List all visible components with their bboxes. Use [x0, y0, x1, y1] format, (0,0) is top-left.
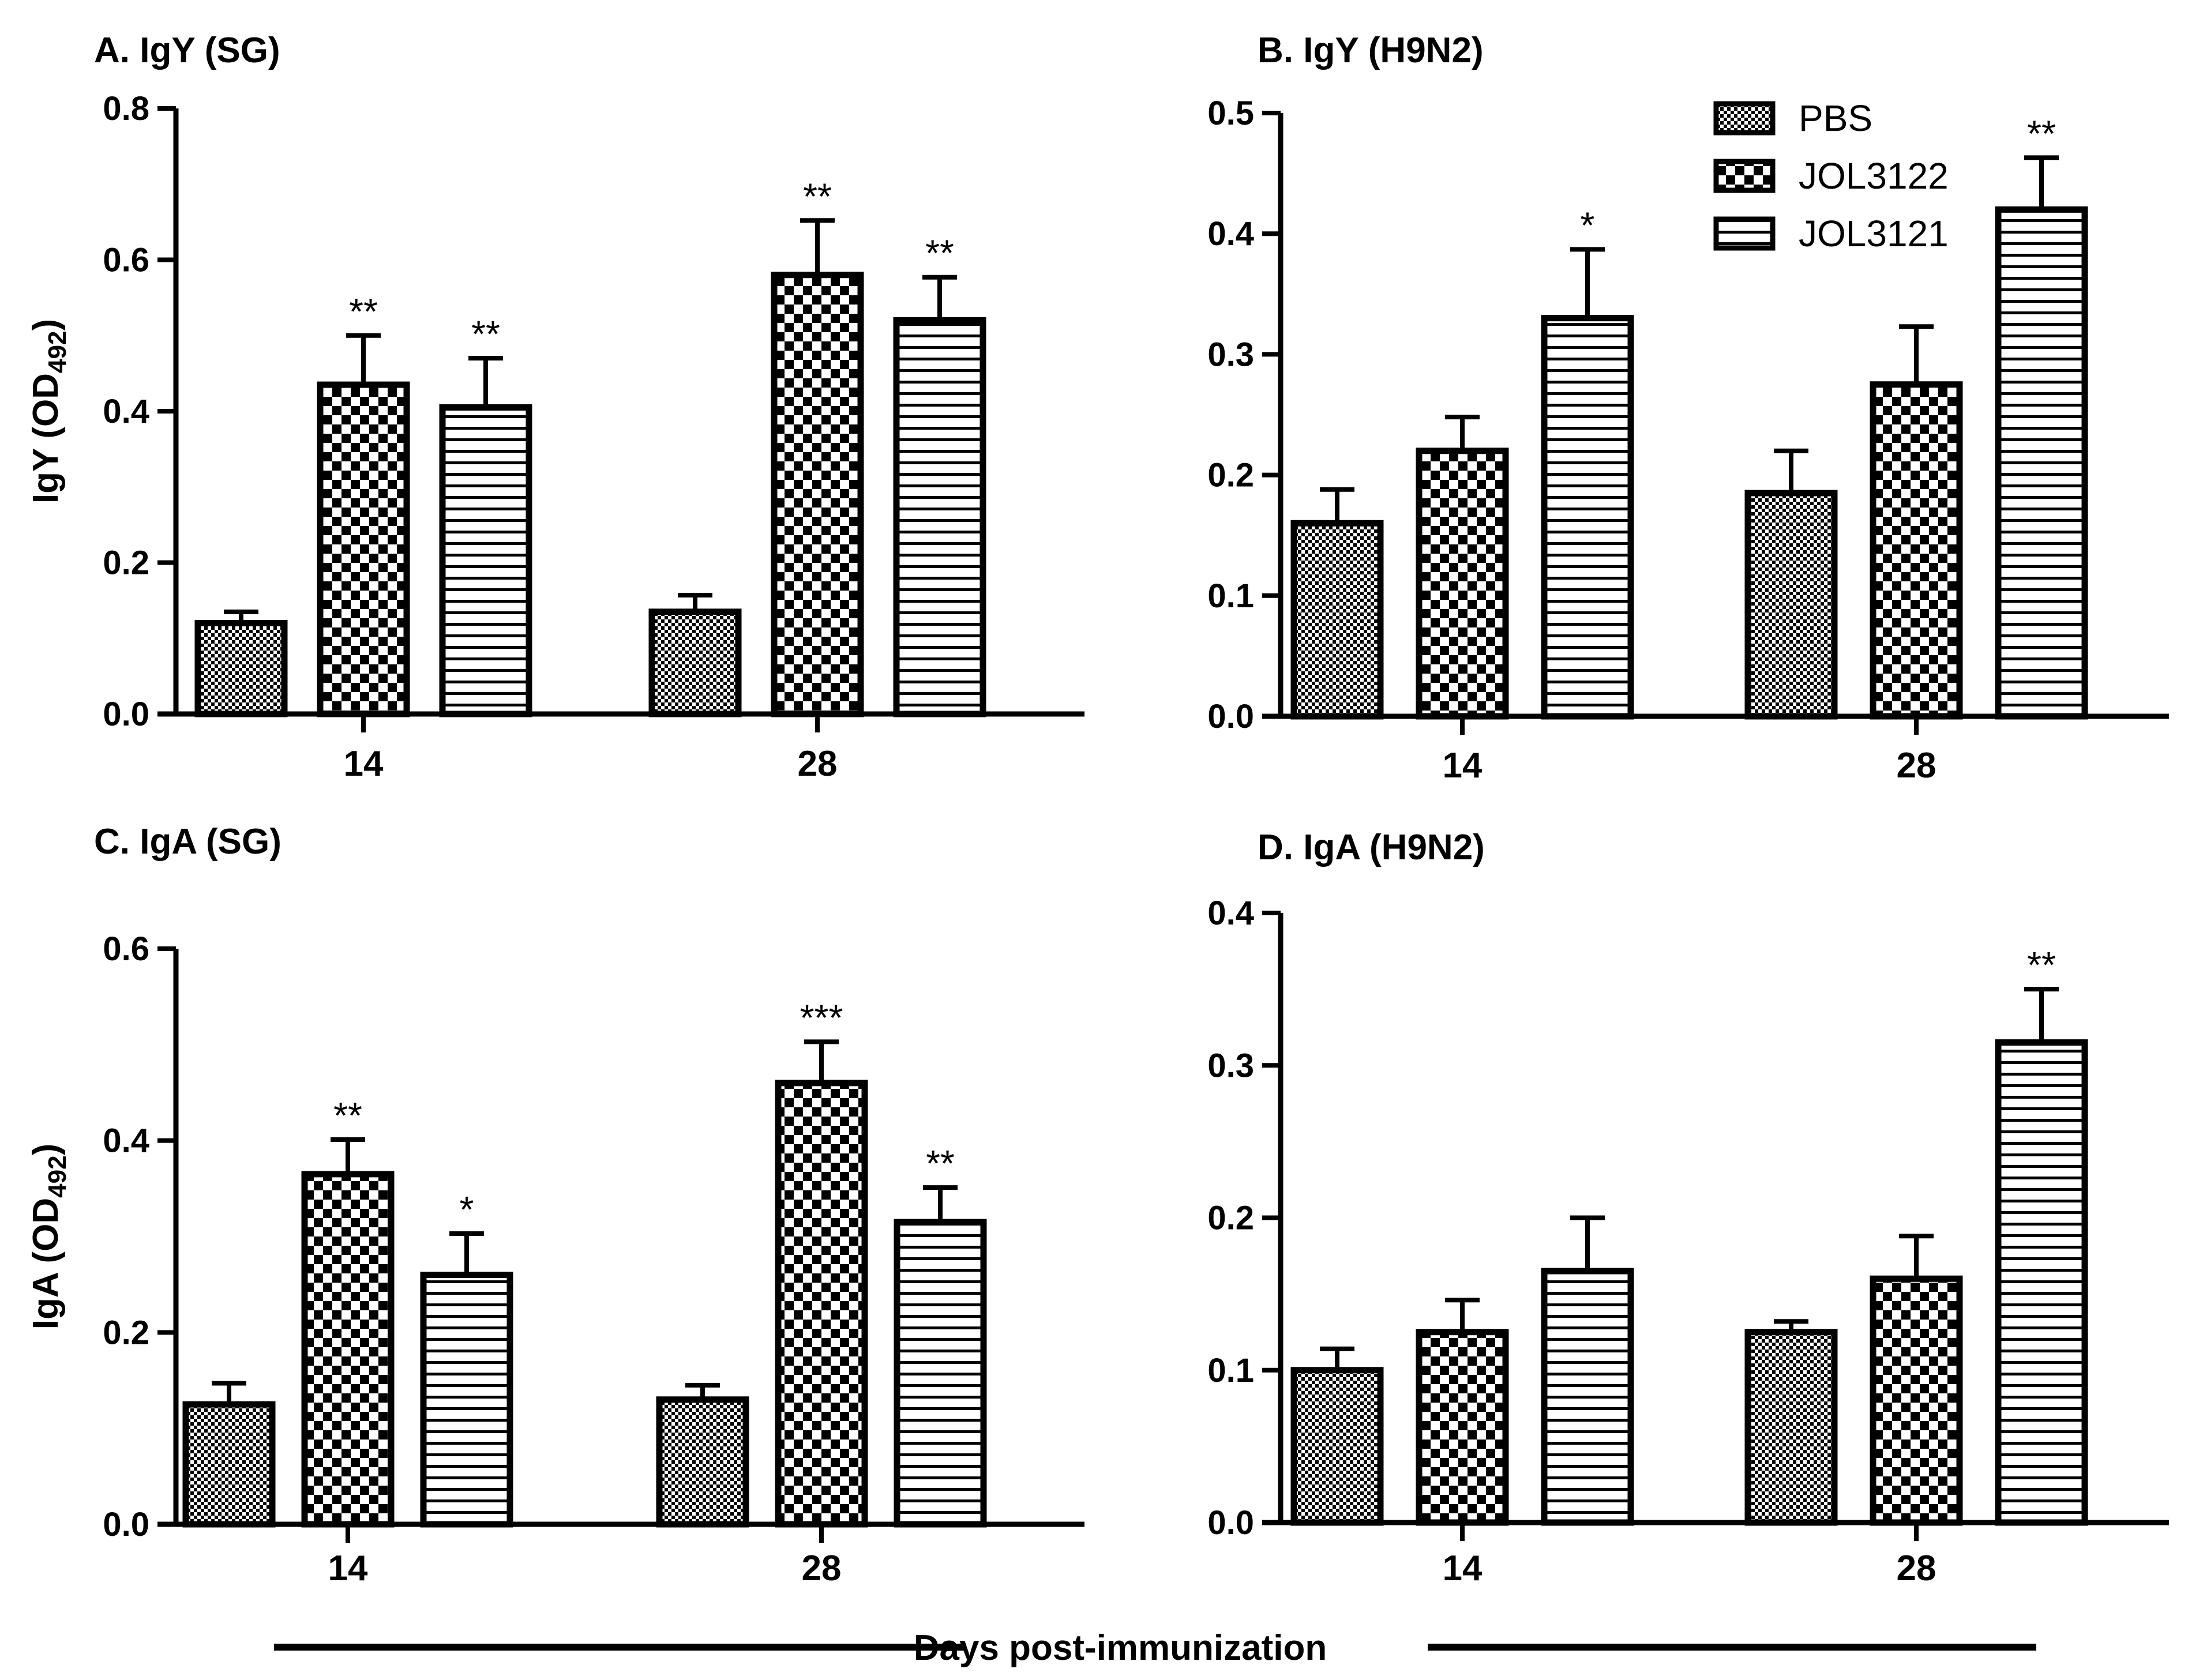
y-axis-label-subscript: 492	[43, 1155, 72, 1197]
x-category-label: 14	[344, 744, 384, 784]
bar	[656, 1396, 749, 1528]
y-tick-label: 0.3	[1207, 336, 1254, 373]
y-tick-label: 0.6	[103, 930, 149, 968]
panel-title: A. IgY (SG)	[94, 31, 280, 70]
y-tick-label: 0.5	[1207, 95, 1254, 132]
legend-swatch	[1713, 159, 1776, 193]
panel-title: D. IgA (H9N2)	[1258, 828, 1485, 867]
legend: PBS JOL3122 JOL3121	[1713, 97, 1949, 254]
panel-a-igy-sg: A. IgY (SG) 0.0 0.2 0.4 0.6 0.8 14 28 ** ** ** ** Ig…	[26, 31, 1084, 784]
y-tick-label: 0.4	[103, 1122, 149, 1160]
bar	[1416, 448, 1509, 720]
y-tick-label: 0.3	[1207, 1047, 1254, 1084]
x-category-label: 14	[1443, 1549, 1483, 1588]
legend-label: JOL3122	[1799, 155, 1949, 197]
legend-swatch	[1713, 216, 1776, 251]
panel-b-igy-h9n2: B. IgY (H9N2)0.00.10.20.30.40.514 28***	[1207, 31, 2169, 785]
bar	[775, 1080, 868, 1528]
y-tick-label: 0.0	[103, 1506, 149, 1543]
bar	[1870, 381, 1963, 720]
y-tick-label: 0.4	[103, 393, 149, 430]
y-axis-label: IgA (OD492)	[26, 1144, 72, 1330]
bar	[1870, 1275, 1963, 1526]
significance-mark: **	[349, 291, 378, 332]
bar	[182, 1401, 276, 1528]
bar	[420, 1272, 513, 1528]
y-axis-label-main: IgA (OD	[26, 1198, 66, 1329]
significance-mark: **	[471, 313, 500, 355]
significance-mark: *	[1581, 204, 1595, 246]
bar	[771, 272, 864, 717]
y-axis-label-subscript: 492	[43, 331, 72, 373]
y-tick-label: 0.4	[1207, 895, 1254, 932]
y-tick-label: 0.0	[1207, 1504, 1254, 1542]
panel-title: B. IgY (H9N2)	[1258, 31, 1484, 70]
significance-mark: **	[803, 175, 832, 217]
y-tick-label: 0.6	[103, 242, 149, 279]
bar	[439, 404, 532, 717]
y-tick-label: 0.2	[103, 1314, 149, 1351]
significance-mark: **	[925, 232, 954, 274]
y-axis-label-main: IgY (OD	[26, 373, 66, 503]
bar	[194, 620, 288, 717]
footer-xlabel: Days post-immunization	[914, 1628, 1327, 1668]
panel-d-iga-h9n2: D. IgA (H9N2) 0.0 0.1 0.2 0.3 0.4 14 28 **	[1207, 828, 2169, 1588]
y-axis-label-close: )	[26, 1144, 66, 1156]
significance-mark: ***	[800, 997, 843, 1038]
x-category-label: 28	[802, 1549, 842, 1588]
y-tick-label: 0.0	[1207, 698, 1254, 735]
bar	[1290, 1367, 1384, 1526]
panel-c-iga-sg: C. IgA (SG)0.00.20.40.614 28********IgA (…	[26, 822, 1084, 1588]
bar	[1290, 520, 1384, 720]
x-category-label: 28	[1897, 746, 1936, 785]
bar	[1995, 206, 2088, 720]
bar	[648, 608, 742, 717]
y-tick-label: 0.0	[103, 696, 149, 733]
bar	[1995, 1039, 2088, 1526]
x-category-label: 14	[328, 1549, 368, 1588]
significance-mark: **	[926, 1142, 955, 1184]
y-tick-label: 0.1	[1207, 1352, 1254, 1389]
y-tick-label: 0.8	[103, 90, 149, 127]
legend-swatch	[1713, 101, 1776, 136]
significance-mark: *	[460, 1189, 474, 1230]
legend-label: JOL3121	[1799, 213, 1949, 254]
y-tick-label: 0.2	[1207, 1200, 1254, 1237]
panel-title: C. IgA (SG)	[94, 822, 282, 862]
y-tick-label: 0.2	[103, 544, 149, 582]
y-tick-label: 0.4	[1207, 215, 1254, 253]
bar	[1744, 490, 1838, 720]
x-category-label: 28	[1897, 1549, 1936, 1588]
bar	[1541, 315, 1634, 720]
bar	[1541, 1268, 1634, 1526]
legend-label: PBS	[1799, 97, 1872, 139]
bar	[894, 1219, 987, 1528]
significance-mark: **	[333, 1095, 362, 1136]
bar	[893, 317, 986, 717]
significance-mark: **	[2027, 944, 2056, 986]
y-axis-label: IgY (OD492)	[26, 319, 72, 503]
x-category-label: 28	[798, 744, 838, 784]
x-category-label: 14	[1443, 746, 1483, 785]
significance-mark: **	[2027, 112, 2056, 154]
bar	[317, 381, 410, 717]
y-axis-label-close: )	[26, 319, 66, 331]
y-tick-label: 0.2	[1207, 457, 1254, 494]
bar	[301, 1171, 395, 1528]
days-post-immunization-axis: Days post-immunization	[274, 1628, 2036, 1668]
bar	[1744, 1329, 1838, 1526]
y-tick-label: 0.1	[1207, 577, 1254, 615]
bar	[1416, 1329, 1509, 1526]
